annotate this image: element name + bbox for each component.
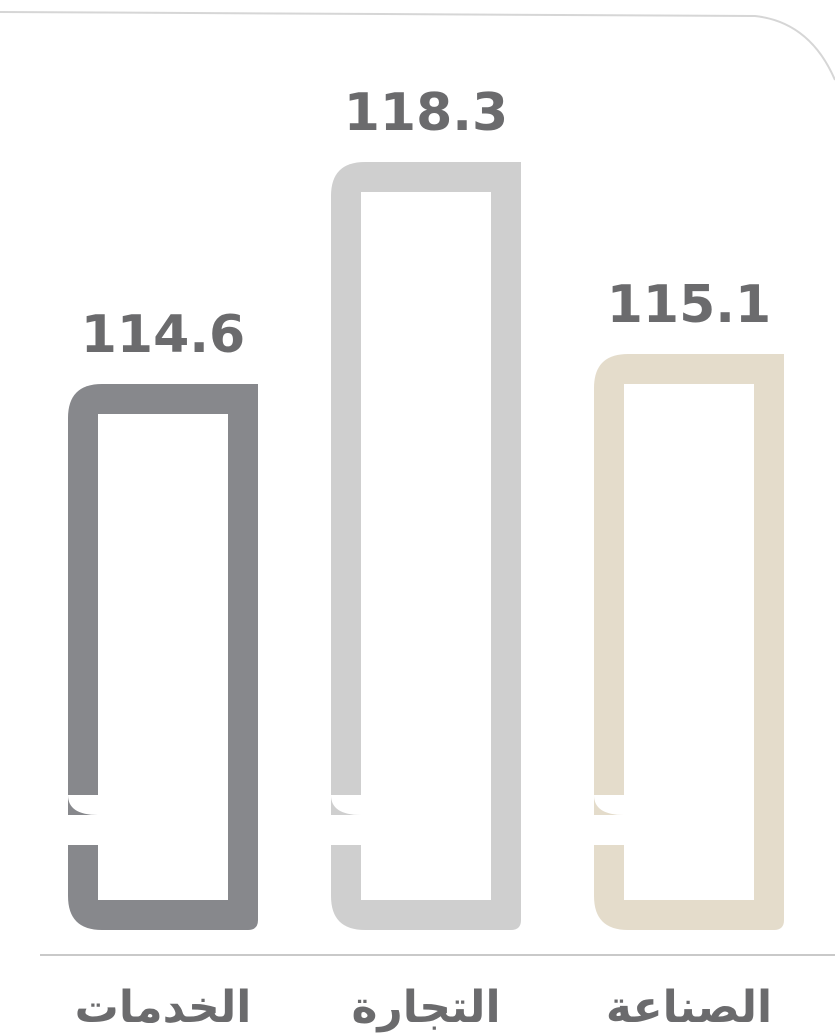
value-label: 114.6 [81,305,245,365]
bar-gap-curve [68,795,98,815]
bar-gap [593,815,625,845]
bar-gap-curve [68,845,98,875]
bar-gap [67,815,99,845]
bar-gap-curve [594,795,624,815]
category-label: التجارة [351,982,500,1033]
value-label: 118.3 [344,83,508,143]
category-label: الصناعة [606,982,772,1033]
bar-gap [330,815,362,845]
bar-gap-curve [594,845,624,875]
bar-inner [361,192,491,900]
bar-gap-curve [331,795,361,815]
decorative-frame-line [0,11,835,81]
bar-inner [624,384,754,900]
bar-gap-curve [331,845,361,875]
bar-inner [98,414,228,900]
category-label: الخدمات [75,982,252,1033]
value-label: 115.1 [607,275,771,335]
